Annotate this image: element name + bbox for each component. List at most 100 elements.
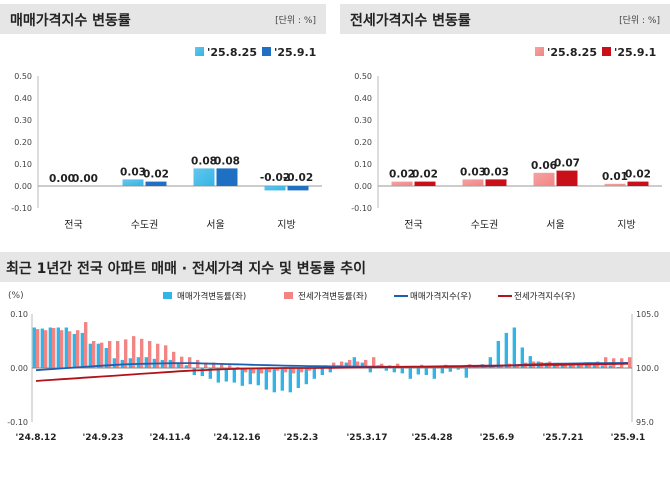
trend-rent-change-bar [356, 361, 360, 368]
rent-data-label: 0.02 [625, 169, 651, 181]
trend-rent-change-bar [588, 362, 592, 368]
trend-right-tick-label: 100.0 [636, 364, 659, 373]
trend-sale-change-bar [136, 357, 140, 368]
trend-left-tick-label: 0.10 [10, 310, 28, 319]
trend-rent-change-bar [92, 341, 96, 368]
trend-rent-change-bar [580, 362, 584, 368]
rent-unit-label: [단위 : %] [619, 16, 660, 26]
trend-rent-change-bar [372, 357, 376, 368]
trend-sale-change-bar [288, 368, 292, 393]
sale-bar [216, 168, 238, 186]
trend-rent-change-bar [292, 368, 296, 374]
trend-section-header: 최근 1년간 전국 아파트 매매 · 전세가격 지수 및 변동률 추이 [0, 252, 670, 282]
trend-rent-change-bar [100, 342, 104, 368]
trend-rent-change-bar [52, 328, 56, 368]
trend-rent-change-bar [36, 329, 40, 368]
trend-rent-change-bar [236, 366, 240, 368]
trend-sale-change-bar [520, 347, 524, 368]
trend-sale-change-bar [104, 348, 108, 368]
rent-bar [485, 179, 507, 186]
sale-y-tick-label: 0.30 [14, 116, 32, 125]
trend-sale-change-bar [296, 368, 300, 388]
trend-sale-change-bar [432, 368, 436, 379]
trend-sale-change-bar [88, 343, 92, 368]
trend-sale-change-bar [192, 368, 196, 376]
sale-legend-swatch-0 [195, 47, 204, 56]
trend-sale-change-bar [144, 357, 148, 368]
trend-sale-change-bar [352, 357, 356, 368]
trend-rent-change-bar [164, 345, 168, 368]
trend-sale-change-bar [368, 368, 372, 373]
trend-sale-change-bar [552, 363, 556, 368]
trend-x-tick-label: '25.4.28 [412, 433, 453, 443]
trend-sale-change-bar [80, 332, 84, 368]
sale-bar [264, 186, 286, 191]
trend-sale-change-bar [360, 362, 364, 368]
trend-legend-swatch-0 [163, 292, 172, 299]
sale-legend-label-0: '25.8.25 [207, 46, 257, 59]
trend-x-tick-label: '25.3.17 [347, 433, 388, 443]
sale-category-label: 수도권 [131, 219, 159, 231]
trend-sale-change-bar [424, 368, 428, 376]
sale-data-label: -0.02 [283, 172, 313, 184]
sale-unit-label: [단위 : %] [275, 16, 316, 26]
trend-rent-change-bar [564, 363, 568, 368]
trend-rent-change-bar [148, 341, 152, 368]
trend-rent-change-bar [172, 351, 176, 368]
rent-legend-label-1: '25.9.1 [614, 46, 656, 59]
rent-y-tick-label: -0.10 [351, 204, 372, 213]
trend-rent-change-bar [628, 357, 632, 368]
rent-y-tick-label: 0.10 [354, 160, 372, 169]
trend-rent-change-bar [260, 368, 264, 374]
sale-data-label: 0.02 [143, 169, 169, 181]
sale-y-tick-label: 0.00 [14, 182, 32, 191]
trend-sale-change-bar [200, 368, 204, 377]
trend-rent-change-bar [220, 363, 224, 368]
trend-sale-change-bar [456, 368, 460, 370]
rent-bar [604, 183, 626, 186]
trend-rent-index-line [35, 362, 629, 382]
trend-rent-change-bar [340, 361, 344, 368]
rent-change-header: 전세가격지수 변동률 [단위 : %] [340, 4, 670, 34]
trend-rent-change-bar [348, 359, 352, 368]
rent-bar [391, 181, 413, 186]
trend-rent-change-bar [364, 359, 368, 368]
trend-sale-change-bar [416, 368, 420, 375]
trend-sale-change-bar [32, 327, 36, 368]
trend-sale-change-bar [232, 368, 236, 383]
trend-legend-swatch-1 [284, 292, 293, 299]
trend-rent-change-bar [212, 362, 216, 368]
trend-sale-change-bar [256, 368, 260, 386]
sale-y-tick-label: 0.10 [14, 160, 32, 169]
trend-section-title: 최근 1년간 전국 아파트 매매 · 전세가격 지수 및 변동률 추이 [6, 261, 367, 277]
trend-rent-change-bar [516, 364, 520, 368]
rent-y-tick-label: 0.00 [354, 182, 372, 191]
trend-sale-change-bar [64, 327, 68, 368]
trend-sale-change-bar [464, 368, 468, 378]
trend-rent-change-bar [84, 322, 88, 368]
trend-sale-change-bar [408, 368, 412, 379]
trend-rent-change-bar [284, 368, 288, 373]
trend-sale-change-bar [392, 368, 396, 373]
trend-rent-change-bar [332, 362, 336, 368]
trend-sale-change-bar [608, 365, 612, 368]
rent-data-label: 0.01 [602, 171, 628, 183]
trend-sale-change-bar [504, 332, 508, 368]
rent-y-tick-label: 0.30 [354, 116, 372, 125]
trend-legend-label-2: 매매가격지수(우) [410, 291, 471, 302]
trend-sale-change-bar [280, 368, 284, 391]
sale-bar [193, 168, 215, 186]
trend-x-tick-label: '25.9.1 [611, 433, 646, 443]
trend-x-tick-label: '25.7.21 [543, 433, 584, 443]
trend-sale-change-bar [128, 358, 132, 368]
trend-sale-change-bar [384, 368, 388, 371]
trend-sale-change-bar [224, 368, 228, 382]
sale-change-header: 매매가격지수 변동률 [단위 : %] [0, 4, 326, 34]
rent-data-label: 0.02 [412, 169, 438, 181]
sale-data-label: -0.02 [260, 172, 290, 184]
rent-legend-swatch-0 [535, 47, 544, 56]
rent-data-label: 0.02 [389, 169, 415, 181]
rent-bar [627, 181, 649, 186]
rent-bar [533, 172, 555, 186]
sale-y-tick-label: 0.20 [14, 138, 32, 147]
